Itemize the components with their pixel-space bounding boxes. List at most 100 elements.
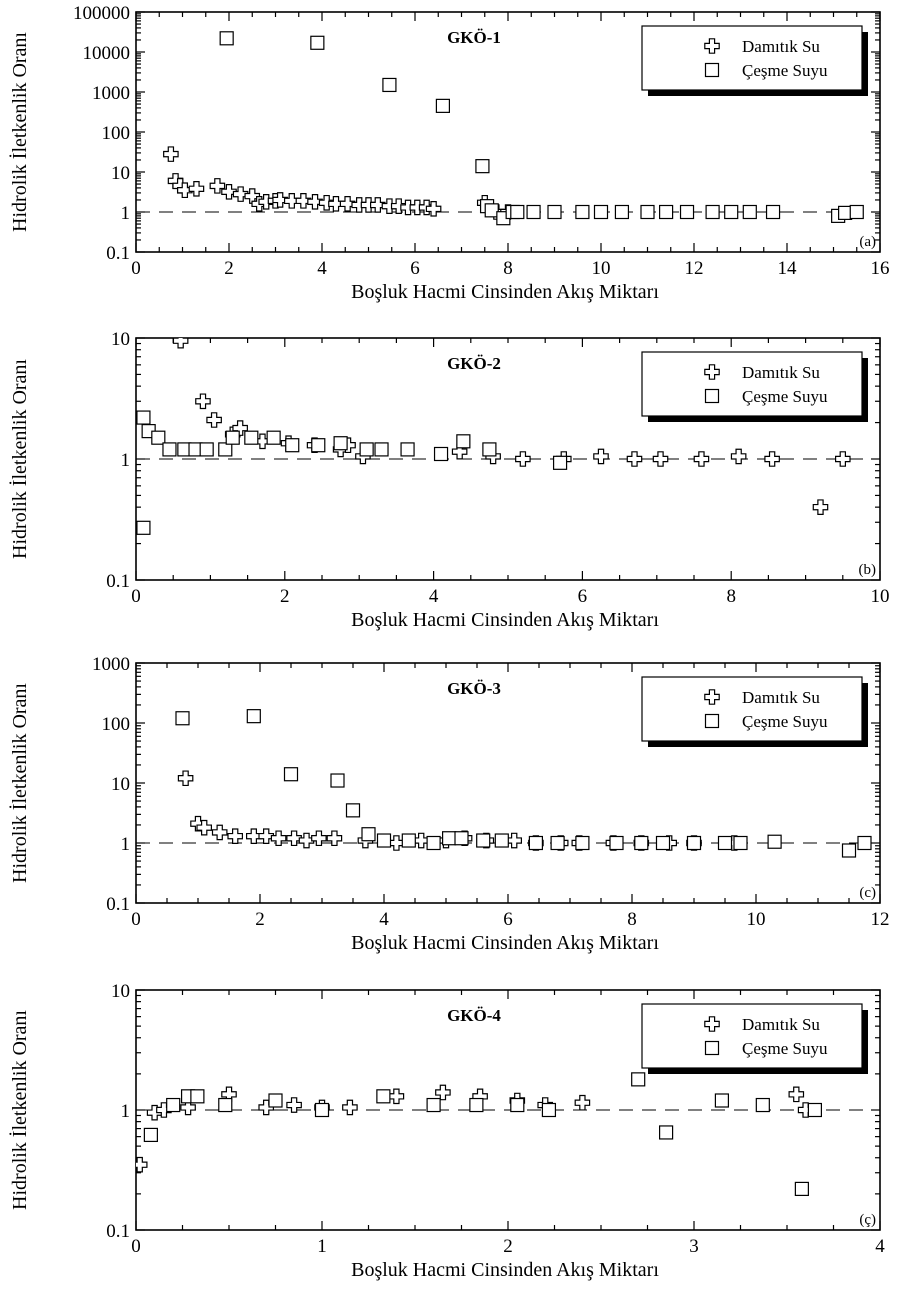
- data-point-square: [314, 1102, 330, 1118]
- data-point-square: [658, 1125, 674, 1140]
- x-tick-label: 0: [131, 258, 141, 279]
- data-points: [136, 338, 851, 535]
- legend-marker-cross: [704, 364, 720, 380]
- y-tick-label: 100: [102, 714, 131, 735]
- series-2: [136, 410, 568, 535]
- legend-entry: Damıtık Su: [742, 1015, 820, 1034]
- legend-entry: Çeşme Suyu: [742, 387, 828, 406]
- data-point-cross: [232, 186, 249, 202]
- data-point-cross: [177, 770, 194, 787]
- x-tick-label: 4: [379, 909, 389, 930]
- data-point-square: [283, 767, 299, 782]
- x-tick-label: 0: [131, 1236, 141, 1257]
- data-point-square: [733, 835, 748, 851]
- series-2: [175, 709, 872, 858]
- x-tick-label: 2: [503, 1236, 513, 1257]
- data-point-square: [714, 1093, 730, 1108]
- data-point-square: [433, 446, 449, 462]
- data-point-square: [593, 204, 609, 220]
- data-point-cross: [328, 196, 344, 212]
- panel-annotation: GKÖ-1: [447, 28, 501, 47]
- data-point-square: [482, 442, 497, 457]
- series-2: [143, 1072, 823, 1197]
- data-point-cross: [413, 832, 429, 849]
- y-tick-label: 1000: [92, 654, 130, 675]
- legend-entry: Damıtık Su: [742, 688, 820, 707]
- data-point-square: [361, 827, 376, 842]
- legend-box: [641, 351, 863, 417]
- y-tick-label: 10: [111, 981, 130, 1002]
- data-point-square: [244, 430, 259, 445]
- legend-entry: Çeşme Suyu: [742, 61, 828, 80]
- data-point-cross: [188, 181, 205, 197]
- data-points: [136, 1072, 823, 1197]
- data-point-square: [268, 1093, 283, 1108]
- data-point-cross: [270, 830, 287, 847]
- data-point-square: [807, 1102, 823, 1118]
- x-tick-label: 12: [685, 258, 704, 279]
- data-point-cross: [388, 835, 405, 851]
- panel-label: (ç): [859, 1212, 876, 1228]
- data-point-square: [475, 159, 490, 174]
- data-point-square: [469, 1097, 484, 1113]
- data-point-cross: [693, 451, 710, 467]
- data-point-square: [401, 833, 416, 848]
- data-point-square: [310, 35, 325, 50]
- legend: Damıtık Su Çeşme Suyu: [641, 351, 868, 422]
- data-point-square: [266, 430, 281, 445]
- data-point-cross: [339, 196, 356, 212]
- data-point-square: [136, 410, 151, 425]
- y-tick-label: 0.1: [106, 894, 130, 915]
- y-tick-label: 10000: [83, 43, 131, 64]
- data-point-square: [151, 430, 166, 445]
- series-1: [163, 146, 516, 220]
- y-axis-title: Hidrolik İletkenlik Oranı: [8, 1010, 31, 1210]
- x-tick-label: 4: [317, 258, 327, 279]
- x-tick-label: 6: [578, 586, 588, 607]
- data-point-square: [175, 711, 190, 726]
- data-point-square: [526, 204, 541, 220]
- data-point-square: [166, 1097, 181, 1113]
- data-point-square: [575, 204, 590, 220]
- data-point-cross: [326, 830, 343, 847]
- data-point-cross: [425, 201, 442, 217]
- data-point-square: [765, 204, 781, 220]
- legend-box: [641, 676, 863, 742]
- data-point-square: [658, 204, 674, 220]
- data-point-cross: [764, 451, 780, 467]
- data-point-cross: [307, 193, 323, 210]
- data-point-square: [454, 831, 469, 846]
- data-point-square: [136, 520, 151, 535]
- data-point-square: [634, 835, 649, 851]
- y-tick-label: 1: [121, 203, 131, 224]
- x-axis-title: Boşluk Hacmi Cinsinden Akış Miktarı: [351, 609, 659, 631]
- data-point-cross: [835, 451, 851, 467]
- data-points: [175, 709, 872, 858]
- data-point-cross: [593, 448, 609, 465]
- y-tick-label: 1: [121, 450, 131, 471]
- x-axis-title: Boşluk Hacmi Cinsinden Akış Miktarı: [351, 932, 659, 954]
- data-point-cross: [206, 412, 222, 428]
- x-tick-label: 8: [503, 258, 513, 279]
- data-point-cross: [283, 193, 300, 209]
- data-point-square: [162, 442, 177, 457]
- data-point-cross: [136, 1156, 148, 1173]
- data-point-square: [528, 835, 544, 851]
- x-tick-label: 0: [131, 909, 141, 930]
- data-point-square: [219, 31, 234, 46]
- data-point-cross: [246, 828, 262, 844]
- y-tick-label: 10: [111, 329, 130, 350]
- legend-entry: Damıtık Su: [742, 363, 820, 382]
- data-point-square: [359, 442, 374, 457]
- data-point-square: [767, 834, 782, 849]
- legend-entry: Çeşme Suyu: [742, 712, 828, 731]
- chart-panel-3: 0 2 4 6 8 10 12 0.1 1 10 100 1000 Boşluk Hacmi Cinsi…: [8, 654, 890, 954]
- data-point-cross: [286, 1097, 302, 1113]
- x-tick-label: 2: [280, 586, 290, 607]
- legend-marker-cross: [704, 1016, 720, 1032]
- data-point-square: [614, 204, 630, 220]
- y-tick-label: 0.1: [106, 1221, 130, 1242]
- data-point-square: [374, 442, 389, 457]
- data-point-cross: [209, 178, 226, 194]
- y-tick-label: 0.1: [106, 571, 130, 592]
